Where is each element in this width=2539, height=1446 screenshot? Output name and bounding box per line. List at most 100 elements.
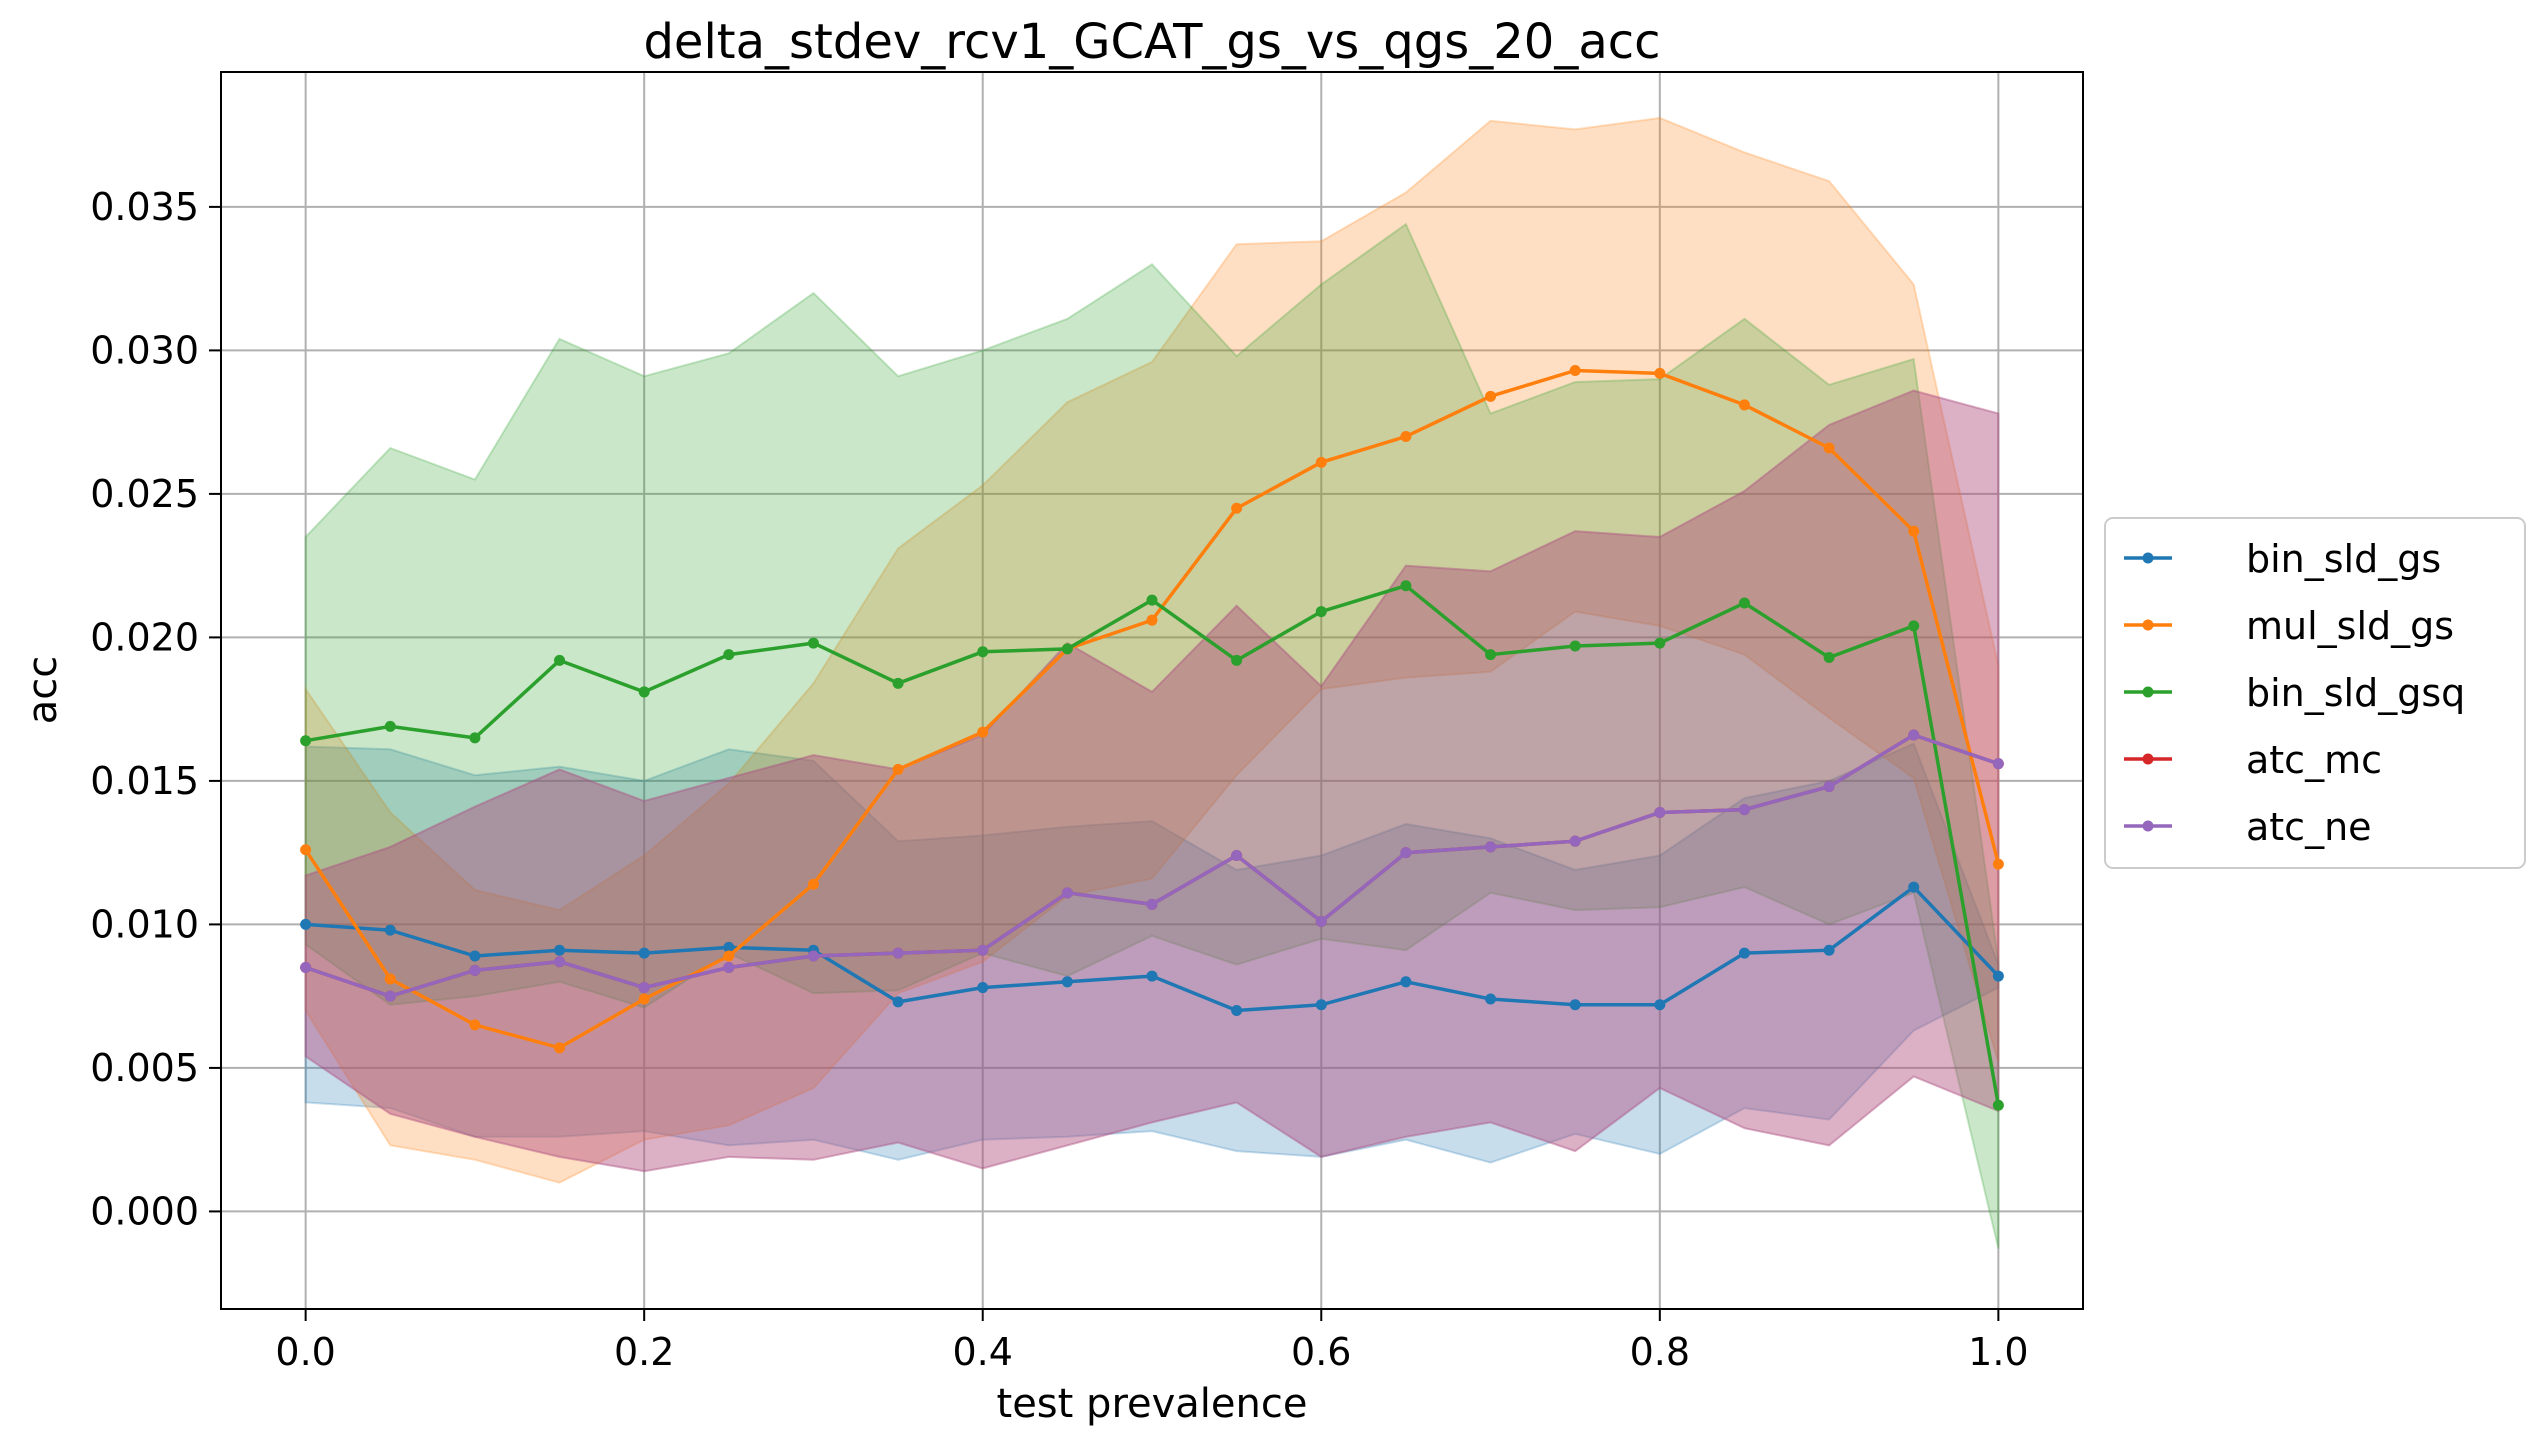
legend-label-atc_mc: atc_mc [2246, 738, 2382, 782]
data-point-atc_ne [1061, 887, 1073, 899]
x-axis-label: test prevalence [997, 1381, 1308, 1427]
data-point-bin_sld_gs [977, 982, 989, 994]
data-point-mul_sld_gs [1485, 390, 1497, 402]
legend-label-mul_sld_gs: mul_sld_gs [2246, 604, 2454, 648]
y-tick-label: 0.020 [90, 615, 199, 659]
data-point-mul_sld_gs [384, 973, 396, 985]
data-point-bin_sld_gsq [1908, 620, 1920, 632]
data-point-atc_ne [1146, 898, 1158, 910]
data-point-bin_sld_gs [1485, 993, 1497, 1005]
data-point-bin_sld_gs [384, 924, 396, 936]
x-tick-label: 0.8 [1630, 1330, 1690, 1374]
data-point-atc_ne [1400, 847, 1412, 859]
data-point-bin_sld_gs [554, 944, 566, 956]
plot-frame [220, 71, 2084, 1310]
data-point-mul_sld_gs [1400, 430, 1412, 442]
data-point-bin_sld_gsq [1400, 580, 1412, 592]
data-point-bin_sld_gsq [1738, 597, 1750, 609]
x-tick-label: 0.4 [953, 1330, 1013, 1374]
data-point-bin_sld_gsq [384, 720, 396, 732]
y-tick-label: 0.015 [90, 759, 199, 803]
data-point-bin_sld_gsq [1315, 606, 1327, 618]
data-point-mul_sld_gs [892, 763, 904, 775]
data-point-bin_sld_gsq [1992, 1099, 2004, 1111]
data-point-bin_sld_gs [469, 950, 481, 962]
grid-lines [221, 72, 2083, 1309]
data-point-atc_ne [1569, 835, 1581, 847]
y-tick-label: 0.025 [90, 472, 199, 516]
legend-marker-mul_sld_gs [2142, 619, 2154, 631]
data-point-atc_ne [1738, 804, 1750, 816]
data-point-bin_sld_gsq [1823, 651, 1835, 663]
data-point-mul_sld_gs [554, 1042, 566, 1054]
data-point-atc_ne [638, 982, 650, 994]
data-point-mul_sld_gs [1654, 367, 1666, 379]
data-point-atc_ne [1485, 841, 1497, 853]
data-point-mul_sld_gs [977, 726, 989, 738]
data-point-bin_sld_gs [1400, 976, 1412, 988]
data-point-bin_sld_gsq [1061, 643, 1073, 655]
data-point-mul_sld_gs [1823, 442, 1835, 454]
legend-box [2104, 517, 2526, 869]
y-tick-label: 0.000 [90, 1189, 199, 1233]
data-point-bin_sld_gsq [1146, 594, 1158, 606]
data-point-mul_sld_gs [1231, 502, 1243, 514]
legend-marker-bin_sld_gs [2142, 552, 2154, 564]
data-point-bin_sld_gsq [1231, 654, 1243, 666]
data-point-bin_sld_gs [1231, 1005, 1243, 1017]
series-lines [300, 364, 2004, 1111]
data-point-bin_sld_gs [1061, 976, 1073, 988]
data-point-atc_ne [1654, 806, 1666, 818]
x-tick-label: 0.0 [275, 1330, 335, 1374]
data-point-mul_sld_gs [1569, 364, 1581, 376]
data-point-bin_sld_gs [1315, 999, 1327, 1011]
x-tick-label: 1.0 [1968, 1330, 2028, 1374]
data-point-atc_ne [1231, 850, 1243, 862]
legend-marker-atc_ne [2142, 820, 2154, 832]
data-point-mul_sld_gs [638, 993, 650, 1005]
legend: bin_sld_gs mul_sld_gs bin_sld_gsq atc_mcatc… [2104, 517, 2526, 869]
band-bin_sld_gsq [304, 222, 2000, 1249]
legend-marker-bin_sld_gsq [2142, 686, 2154, 698]
data-point-bin_sld_gs [892, 996, 904, 1008]
data-point-atc_ne [892, 947, 904, 959]
band-mul_sld_gs [304, 116, 2000, 1184]
data-point-bin_sld_gs [1823, 944, 1835, 956]
data-point-bin_sld_gs [1569, 999, 1581, 1011]
data-point-bin_sld_gsq [723, 649, 735, 661]
data-point-atc_ne [977, 944, 989, 956]
data-point-bin_sld_gsq [807, 637, 819, 649]
data-point-bin_sld_gsq [1485, 649, 1497, 661]
data-point-bin_sld_gs [1146, 970, 1158, 982]
data-point-atc_ne [723, 961, 735, 973]
data-point-mul_sld_gs [1992, 858, 2004, 870]
data-point-mul_sld_gs [300, 844, 312, 856]
data-point-mul_sld_gs [807, 878, 819, 890]
x-tick-label: 0.2 [614, 1330, 674, 1374]
data-point-mul_sld_gs [1315, 456, 1327, 468]
data-point-bin_sld_gs [1738, 947, 1750, 959]
data-point-bin_sld_gsq [300, 735, 312, 747]
legend-label-atc_ne: atc_ne [2246, 805, 2372, 849]
axis-ticks: 0.0 0.2 0.4 0.6 0.8 1.0 0.000 0.005 0.010 0.015 0.… [90, 185, 2028, 1374]
legend-label-bin_sld_gs: bin_sld_gs [2246, 537, 2441, 581]
data-point-atc_ne [1823, 781, 1835, 793]
legend-label-bin_sld_gsq: bin_sld_gsq [2246, 671, 2465, 715]
data-point-atc_ne [384, 990, 396, 1002]
data-point-bin_sld_gsq [1654, 637, 1666, 649]
data-point-atc_ne [807, 950, 819, 962]
data-point-bin_sld_gs [1992, 970, 2004, 982]
data-point-atc_ne [1908, 729, 1920, 741]
y-axis-label: acc [20, 656, 66, 725]
legend-marker-atc_mc [2142, 753, 2154, 765]
x-tick-label: 0.6 [1291, 1330, 1351, 1374]
data-point-bin_sld_gsq [469, 732, 481, 744]
y-tick-label: 0.035 [90, 185, 199, 229]
y-tick-label: 0.010 [90, 902, 199, 946]
data-point-bin_sld_gsq [977, 646, 989, 658]
y-tick-label: 0.030 [90, 328, 199, 372]
data-point-mul_sld_gs [469, 1019, 481, 1031]
band-bin_sld_gs [304, 742, 2000, 1164]
data-point-bin_sld_gs [638, 947, 650, 959]
